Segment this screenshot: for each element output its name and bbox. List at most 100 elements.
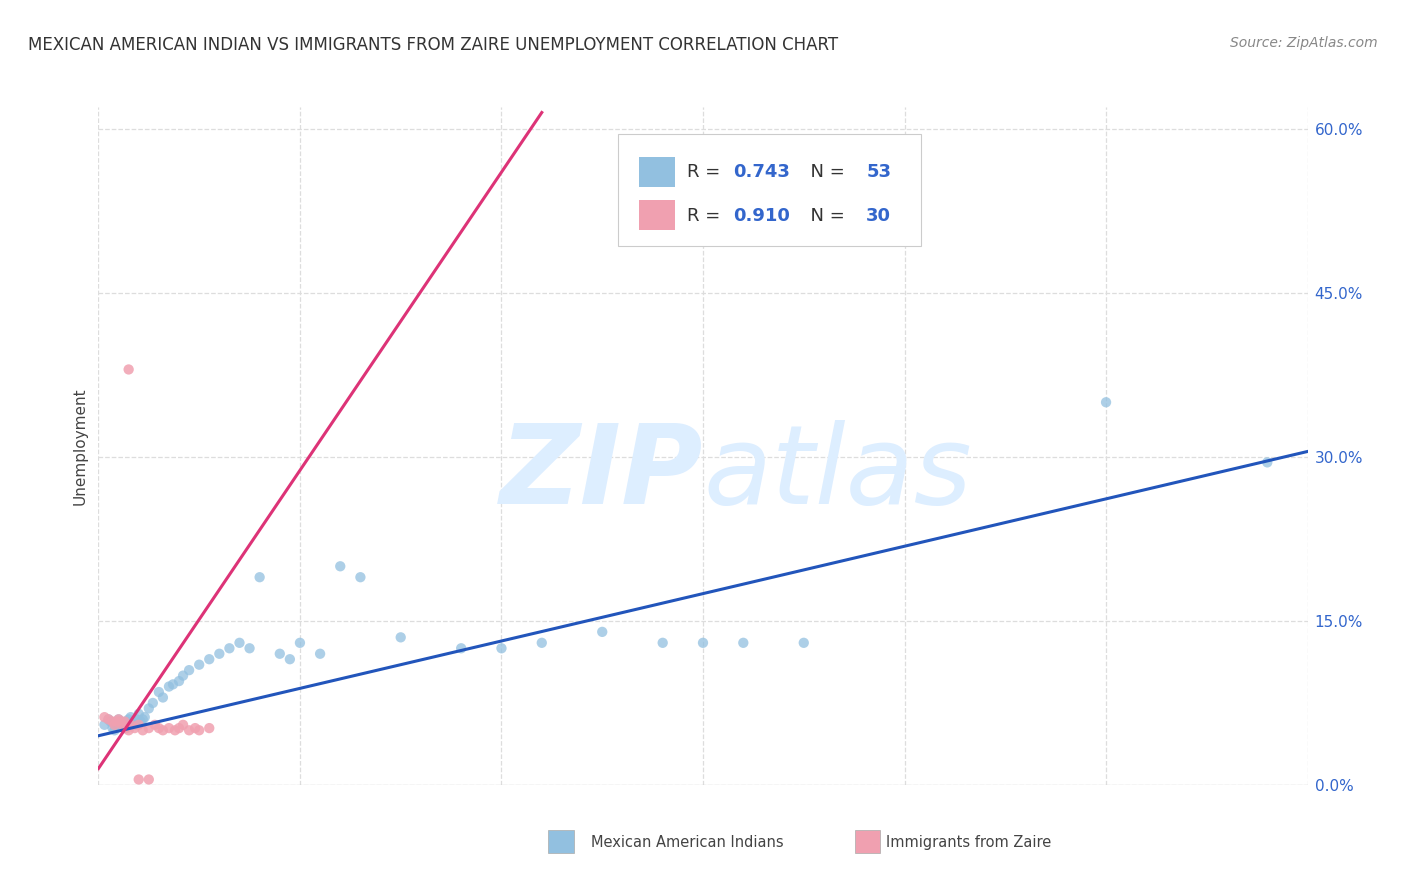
Point: [105, 714, 128, 729]
Point: [188, 657, 211, 672]
Point: [138, 772, 160, 787]
Point: [208, 647, 231, 661]
Point: [103, 718, 125, 732]
Point: [389, 631, 412, 645]
Point: [115, 714, 138, 729]
Text: Immigrants from Zaire: Immigrants from Zaire: [886, 836, 1052, 850]
Point: [125, 712, 148, 726]
Point: [93, 710, 115, 724]
Point: [129, 714, 152, 729]
Point: [101, 714, 124, 729]
Text: R =: R =: [688, 207, 727, 225]
Point: [138, 701, 160, 715]
Point: [157, 721, 180, 735]
Point: [228, 636, 250, 650]
Point: [111, 718, 134, 732]
Point: [132, 712, 155, 726]
Point: [121, 714, 143, 729]
Point: [143, 718, 166, 732]
Y-axis label: Unemployment: Unemployment: [72, 387, 87, 505]
Point: [111, 718, 134, 732]
Point: [1256, 455, 1278, 469]
Point: [118, 362, 141, 376]
Text: ZIP: ZIP: [499, 419, 703, 526]
Point: [128, 718, 150, 732]
Point: [157, 680, 180, 694]
Point: [138, 721, 160, 735]
Point: [288, 636, 311, 650]
Point: [110, 714, 132, 729]
Point: [128, 772, 150, 787]
Point: [450, 641, 472, 656]
Point: [198, 721, 221, 735]
Point: [114, 721, 136, 735]
Point: [105, 718, 128, 732]
Point: [162, 677, 184, 691]
Point: [167, 721, 190, 735]
Point: [142, 696, 165, 710]
FancyBboxPatch shape: [619, 134, 921, 246]
Point: [107, 712, 129, 726]
Point: [172, 718, 194, 732]
Text: Source: ZipAtlas.com: Source: ZipAtlas.com: [1230, 36, 1378, 50]
Point: [179, 663, 201, 677]
Text: MEXICAN AMERICAN INDIAN VS IMMIGRANTS FROM ZAIRE UNEMPLOYMENT CORRELATION CHART: MEXICAN AMERICAN INDIAN VS IMMIGRANTS FR…: [28, 36, 838, 54]
Point: [152, 723, 174, 738]
Point: [97, 712, 120, 726]
Point: [148, 721, 170, 735]
Point: [124, 718, 146, 732]
Point: [132, 723, 155, 738]
Point: [1095, 395, 1118, 409]
Point: [269, 647, 291, 661]
Bar: [855, 830, 880, 853]
Text: Mexican American Indians: Mexican American Indians: [591, 836, 783, 850]
Point: [349, 570, 371, 584]
Point: [591, 624, 613, 639]
Point: [97, 712, 120, 726]
Point: [184, 721, 207, 735]
Point: [198, 652, 221, 666]
Point: [118, 723, 141, 738]
Point: [239, 641, 262, 656]
Point: [110, 714, 132, 729]
Text: N =: N =: [799, 207, 851, 225]
Point: [120, 710, 142, 724]
Point: [120, 718, 142, 732]
Text: atlas: atlas: [703, 419, 972, 526]
Point: [167, 674, 190, 689]
Point: [733, 636, 755, 650]
Bar: [548, 830, 574, 853]
Point: [692, 636, 714, 650]
Point: [188, 723, 211, 738]
FancyBboxPatch shape: [638, 156, 675, 187]
Point: [100, 714, 122, 729]
Point: [128, 706, 150, 721]
Point: [793, 636, 815, 650]
Text: R =: R =: [688, 163, 727, 181]
Point: [329, 559, 352, 574]
Point: [115, 721, 138, 735]
Point: [148, 685, 170, 699]
Point: [118, 712, 141, 726]
Point: [103, 723, 125, 738]
Point: [134, 710, 156, 724]
Text: 0.910: 0.910: [734, 207, 790, 225]
Point: [179, 723, 201, 738]
Point: [163, 723, 186, 738]
Point: [114, 714, 136, 729]
Text: N =: N =: [799, 163, 851, 181]
Point: [651, 636, 673, 650]
Point: [101, 721, 124, 735]
Point: [491, 641, 513, 656]
FancyBboxPatch shape: [638, 200, 675, 230]
Point: [152, 690, 174, 705]
Text: 53: 53: [866, 163, 891, 181]
Point: [249, 570, 271, 584]
Text: 30: 30: [866, 207, 891, 225]
Point: [530, 636, 553, 650]
Point: [278, 652, 301, 666]
Point: [107, 712, 129, 726]
Point: [172, 668, 194, 682]
Point: [124, 721, 146, 735]
Point: [218, 641, 240, 656]
